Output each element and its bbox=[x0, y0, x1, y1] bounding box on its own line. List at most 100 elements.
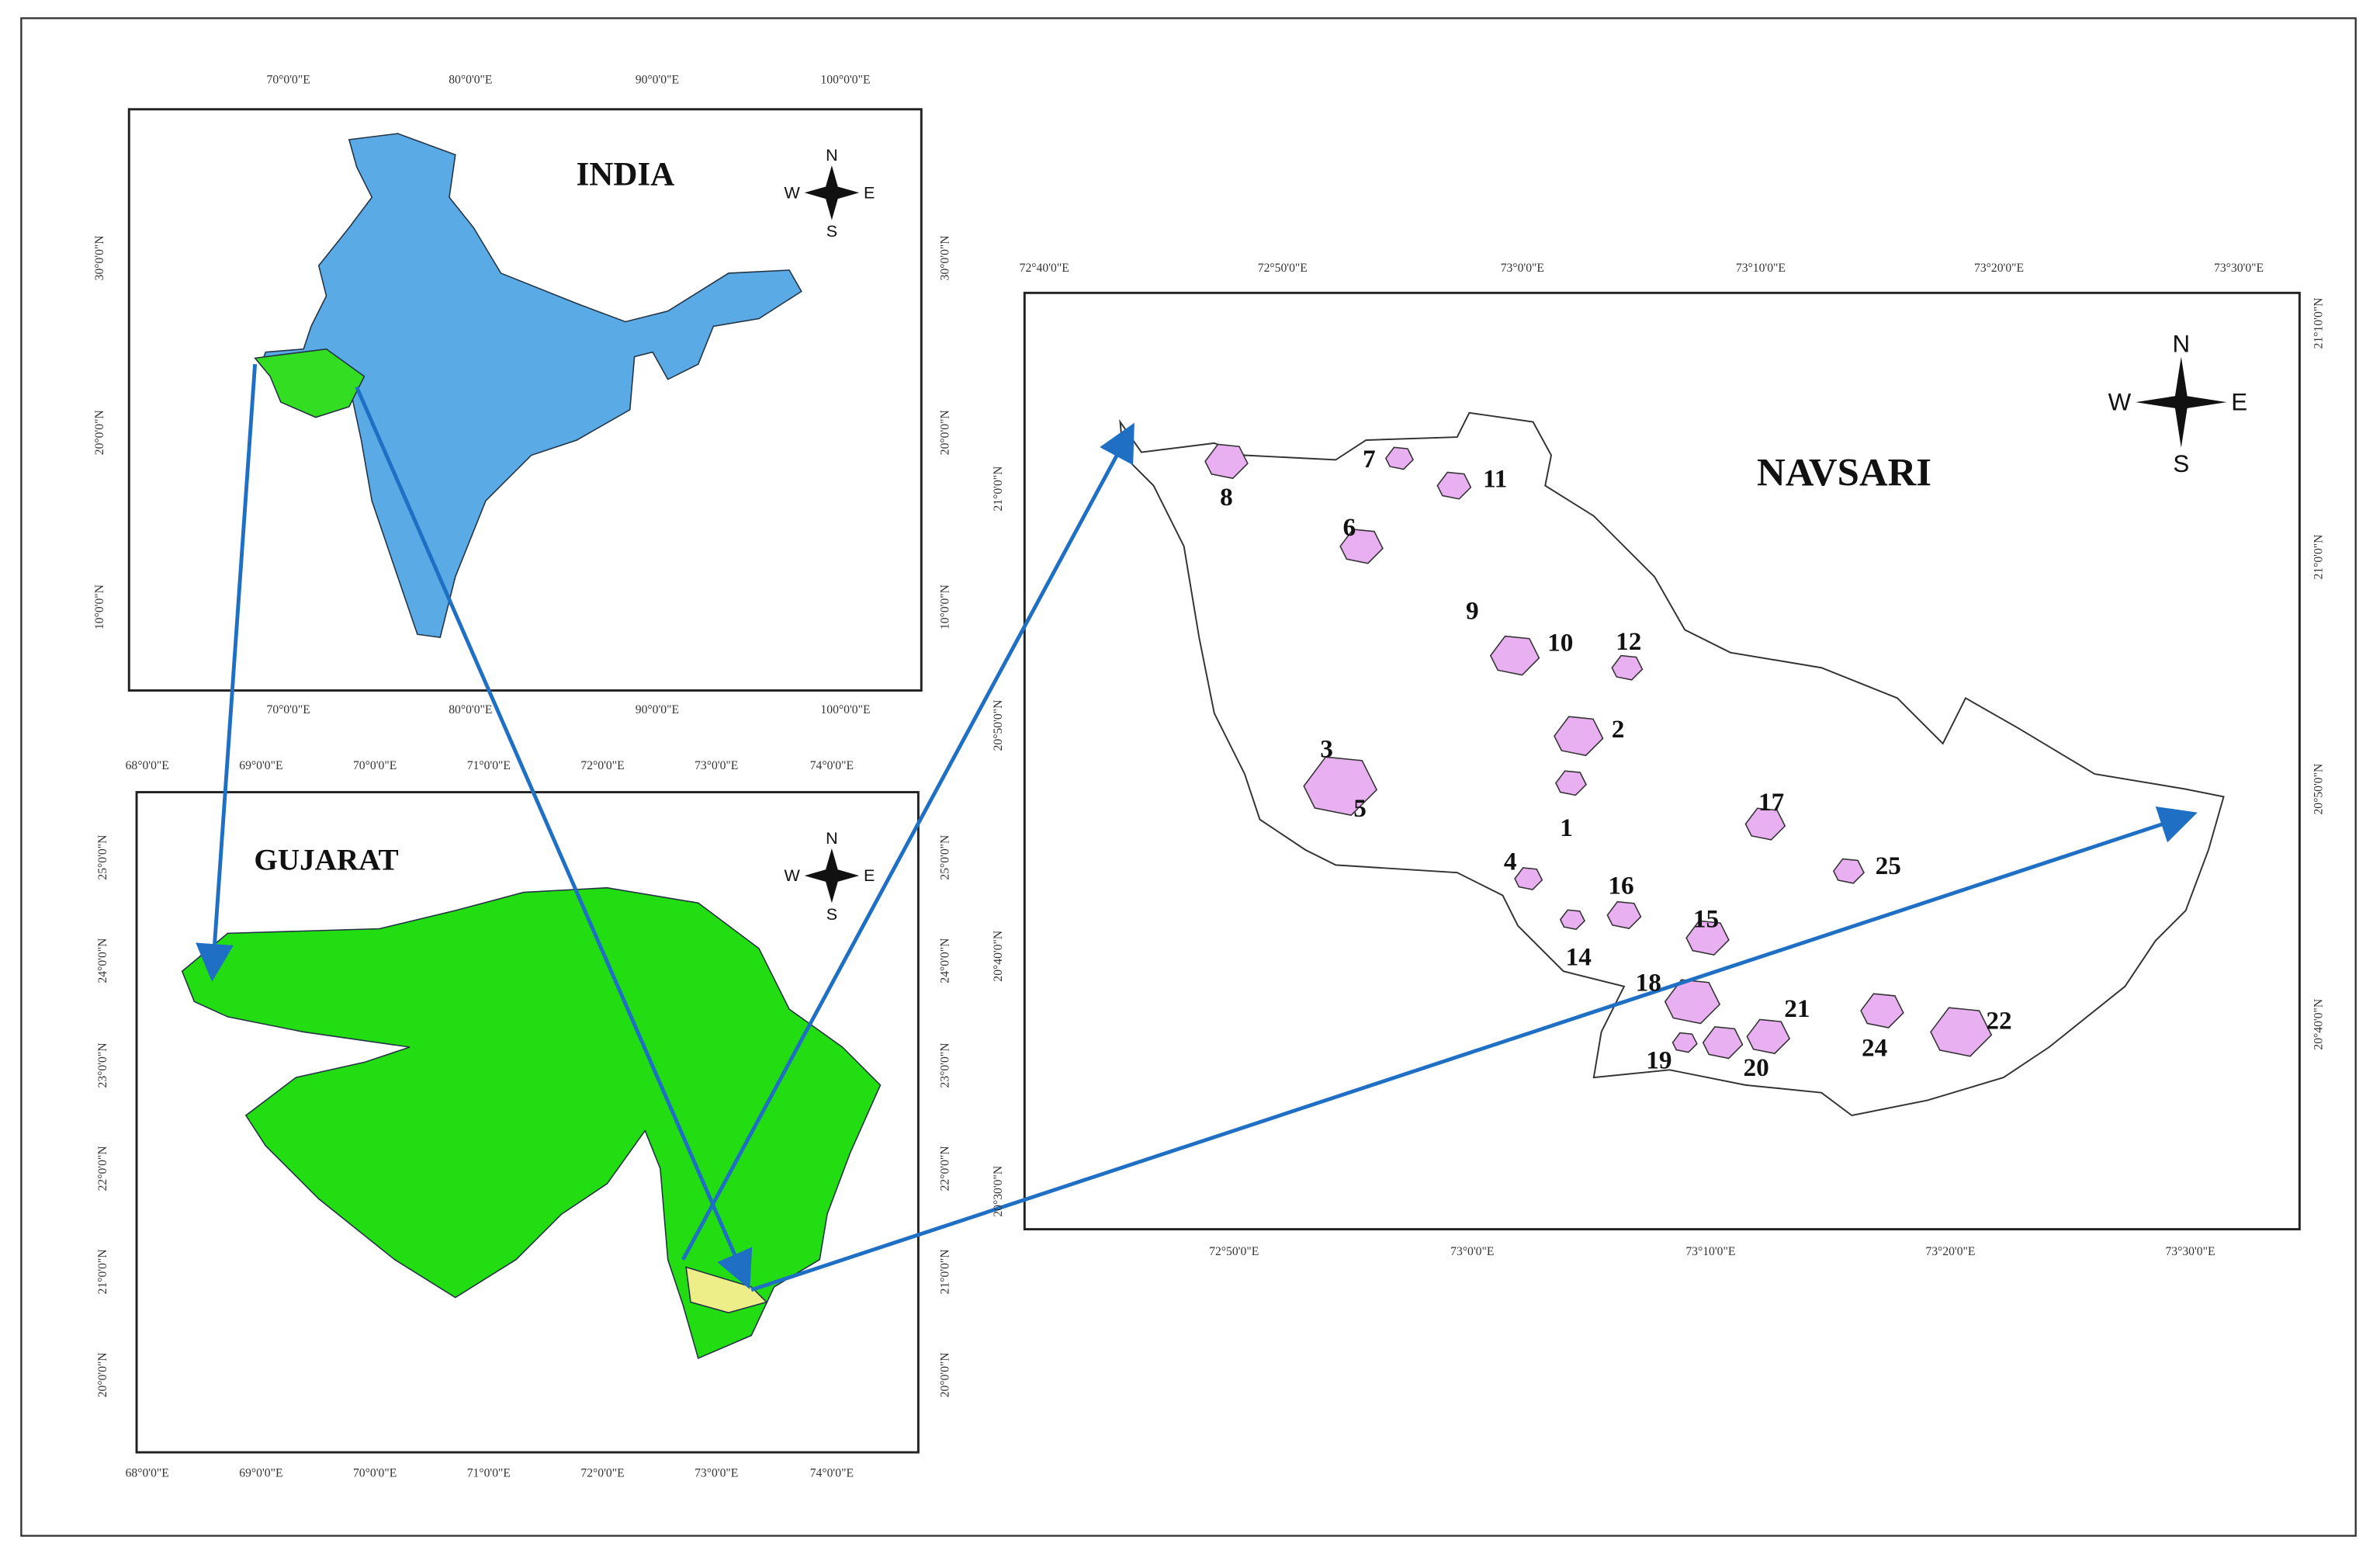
right-lat-label: 23°0'0"N bbox=[938, 1042, 951, 1087]
compass-rose bbox=[804, 165, 860, 220]
left-lat-label: 20°0'0"N bbox=[96, 1352, 109, 1397]
site-label: 21 bbox=[1784, 994, 1810, 1023]
top-lon-label: 70°0'0"E bbox=[267, 74, 310, 87]
panel-title: NAVSARI bbox=[1757, 451, 1931, 494]
site-label: 2 bbox=[1612, 715, 1625, 744]
compass-w: W bbox=[2108, 389, 2132, 416]
left-lat-label: 20°0'0"N bbox=[93, 410, 106, 455]
site-polygon bbox=[1832, 858, 1865, 884]
right-lat-label: 10°0'0"N bbox=[938, 584, 951, 630]
site-label: 8 bbox=[1220, 483, 1233, 512]
site-polygons bbox=[1204, 443, 1993, 1060]
top-lon-label: 71°0'0"E bbox=[467, 759, 511, 772]
bottom-lon-label: 73°0'0"E bbox=[695, 1466, 738, 1479]
site-polygon bbox=[1303, 756, 1378, 817]
site-polygon bbox=[1554, 716, 1604, 757]
left-lat-label: 20°50'0"N bbox=[992, 700, 1005, 751]
site-label: 6 bbox=[1343, 513, 1356, 542]
compass-rose bbox=[804, 848, 860, 904]
right-lat-label: 20°0'0"N bbox=[938, 410, 951, 455]
outer-border bbox=[20, 17, 2357, 1537]
navsari-outline bbox=[1119, 411, 2225, 1117]
compass-n: N bbox=[826, 146, 838, 165]
site-polygon bbox=[1554, 770, 1587, 796]
site-label: 15 bbox=[1693, 905, 1719, 934]
bottom-lon-label: 73°0'0"E bbox=[1450, 1245, 1494, 1258]
site-label: 1 bbox=[1560, 813, 1573, 842]
right-lat-label: 22°0'0"N bbox=[938, 1146, 951, 1191]
site-polygon bbox=[1339, 529, 1384, 564]
top-lon-label: 72°0'0"E bbox=[580, 759, 624, 772]
site-label: 10 bbox=[1547, 629, 1573, 657]
site-label: 14 bbox=[1566, 942, 1592, 971]
compass-n: N bbox=[826, 829, 838, 848]
site-polygon bbox=[1702, 1025, 1744, 1060]
site-label: 25 bbox=[1876, 852, 1901, 880]
compass-w: W bbox=[785, 183, 801, 202]
compass-e: E bbox=[864, 183, 875, 202]
panel-title: INDIA bbox=[577, 157, 675, 193]
india-frame bbox=[127, 108, 923, 692]
compass-w: W bbox=[785, 866, 801, 885]
top-lon-label: 100°0'0"E bbox=[820, 74, 870, 87]
compass-n: N bbox=[2172, 331, 2190, 358]
top-lon-label: 68°0'0"E bbox=[126, 759, 169, 772]
site-polygon bbox=[1664, 979, 1721, 1025]
site-polygon bbox=[1606, 900, 1642, 929]
left-lat-label: 23°0'0"N bbox=[96, 1042, 109, 1087]
site-label: 5 bbox=[1353, 794, 1367, 823]
site-label: 4 bbox=[1504, 847, 1517, 876]
right-lat-label: 20°40'0"N bbox=[2312, 999, 2326, 1050]
top-lon-label: 80°0'0"E bbox=[449, 74, 492, 87]
compass-s: S bbox=[2173, 450, 2189, 477]
top-lon-label: 73°20'0"E bbox=[1974, 262, 2024, 275]
right-lat-label: 21°10'0"N bbox=[2312, 298, 2326, 349]
left-lat-label: 21°0'0"N bbox=[96, 1249, 109, 1294]
right-lat-label: 20°50'0"N bbox=[2312, 764, 2326, 815]
bottom-lon-label: 69°0'0"E bbox=[239, 1466, 282, 1479]
top-lon-label: 70°0'0"E bbox=[353, 759, 397, 772]
site-polygon bbox=[1204, 443, 1249, 480]
arrows bbox=[196, 364, 2198, 1292]
site-label: 7 bbox=[1363, 445, 1376, 473]
site-polygon bbox=[1930, 1007, 1993, 1057]
compass-s: S bbox=[826, 222, 837, 241]
site-polygon bbox=[1746, 1018, 1791, 1055]
left-lat-label: 20°40'0"N bbox=[992, 931, 1005, 982]
site-label: 20 bbox=[1743, 1053, 1769, 1082]
left-lat-label: 24°0'0"N bbox=[96, 938, 109, 983]
gujarat-in-india bbox=[254, 348, 365, 418]
right-lat-label: 24°0'0"N bbox=[938, 938, 951, 983]
site-label: 11 bbox=[1483, 465, 1507, 494]
bottom-lon-label: 100°0'0"E bbox=[820, 703, 870, 716]
bottom-lon-label: 73°10'0"E bbox=[1685, 1245, 1735, 1258]
site-polygon bbox=[1559, 909, 1586, 931]
site-polygon bbox=[1384, 446, 1414, 470]
bottom-lon-label: 73°20'0"E bbox=[1925, 1245, 1975, 1258]
left-lat-label: 30°0'0"N bbox=[93, 235, 106, 280]
top-lon-label: 73°10'0"E bbox=[1736, 262, 1786, 275]
bottom-lon-label: 70°0'0"E bbox=[353, 1466, 397, 1479]
site-polygon bbox=[1672, 1032, 1698, 1053]
bottom-lon-label: 71°0'0"E bbox=[467, 1466, 511, 1479]
site-label: 19 bbox=[1646, 1046, 1672, 1074]
navsari-frame bbox=[1023, 291, 2301, 1231]
top-lon-label: 69°0'0"E bbox=[239, 759, 282, 772]
right-lat-label: 30°0'0"N bbox=[938, 235, 951, 280]
left-lat-label: 20°30'0"N bbox=[992, 1166, 1005, 1217]
left-lat-label: 10°0'0"N bbox=[93, 584, 106, 630]
panel-title: GUJARAT bbox=[254, 843, 398, 876]
right-lat-label: 21°0'0"N bbox=[938, 1249, 951, 1294]
bottom-lon-label: 73°30'0"E bbox=[2165, 1245, 2215, 1258]
compass-rose bbox=[2136, 356, 2227, 448]
top-lon-label: 90°0'0"E bbox=[636, 74, 679, 87]
bottom-lon-label: 90°0'0"E bbox=[636, 703, 679, 716]
top-lon-label: 73°0'0"E bbox=[1501, 262, 1544, 275]
top-lon-label: 72°50'0"E bbox=[1258, 262, 1308, 275]
site-polygon bbox=[1744, 807, 1786, 841]
gujarat-frame bbox=[135, 791, 920, 1454]
bottom-lon-label: 70°0'0"E bbox=[267, 703, 310, 716]
top-lon-label: 73°30'0"E bbox=[2214, 262, 2264, 275]
site-polygon bbox=[1436, 471, 1472, 500]
site-label: 18 bbox=[1636, 969, 1661, 997]
